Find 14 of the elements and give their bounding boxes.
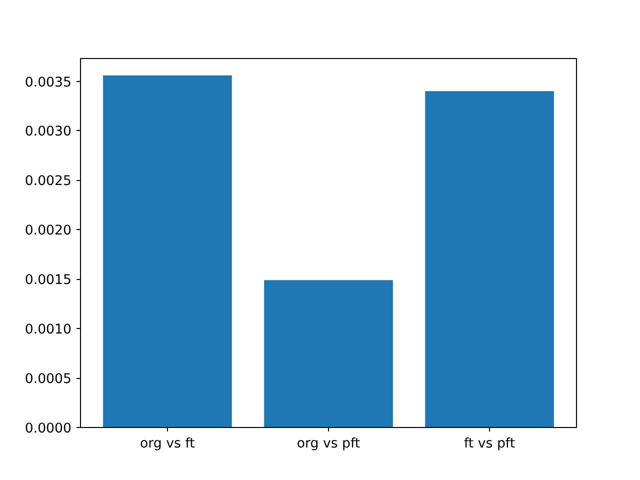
y-tick-label: 0.0010: [24, 322, 72, 338]
y-tick-label: 0.0020: [24, 224, 72, 239]
x-tick-label: org vs ft: [140, 436, 195, 452]
y-tick-label: 0.0035: [24, 75, 72, 90]
bar: [264, 280, 393, 428]
bar: [103, 75, 232, 428]
x-tick-label: org vs pft: [296, 436, 360, 452]
y-tick-label: 0.0005: [24, 372, 72, 388]
y-tick-label: 0.0015: [24, 273, 72, 288]
y-tick-label: 0.0025: [24, 174, 72, 190]
y-tick-label: 0.0030: [24, 124, 72, 140]
x-tick-label: ft vs pft: [464, 436, 516, 452]
bar: [425, 91, 554, 428]
y-tick-label: 0.0000: [24, 422, 72, 436]
